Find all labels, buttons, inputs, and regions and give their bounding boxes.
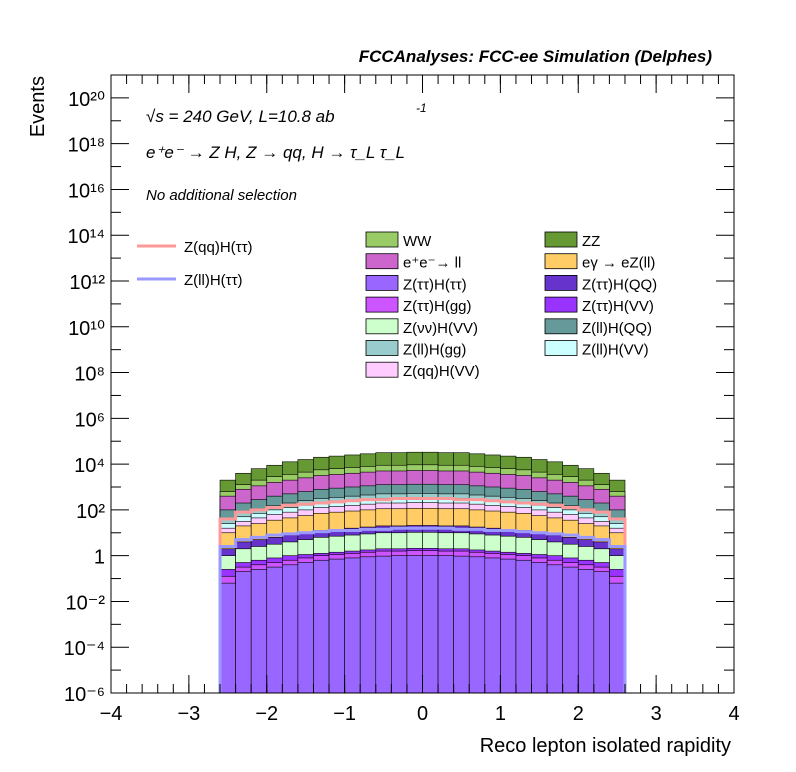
- bar: [297, 562, 314, 694]
- bar: [453, 555, 470, 694]
- axes: −4 −3 −2 −1 0 1 2 3 4 10⁻⁶ 10⁻⁴ 10⁻² 1 10² 10⁴ 10⁶ 10⁸ 10…: [64, 74, 740, 725]
- x-tick-label: 3: [651, 703, 662, 725]
- bar: [282, 564, 299, 694]
- legend-label: Z(ll)H(QQ): [582, 320, 652, 337]
- selection-annotation: No additional selection: [146, 187, 297, 204]
- legend-label: Z(ττ)H(QQ): [582, 276, 657, 293]
- x-tick-label: −4: [100, 703, 123, 725]
- legend-swatch: [365, 361, 399, 378]
- legend-swatch: [544, 296, 578, 313]
- bar: [344, 557, 361, 694]
- energy-text: √s = 240 GeV, L=10.8 ab: [146, 107, 335, 126]
- legend-swatch: [365, 296, 399, 313]
- legend-swatch: [544, 274, 578, 291]
- legend-label: WW: [403, 233, 432, 250]
- legend: WW ZZ e⁺e⁻→ ll eγ → eZ(ll) Z(ττ)H(ττ) Z(ττ)H(…: [137, 231, 657, 380]
- legend-swatch: [544, 318, 578, 335]
- legend-label: eγ → eZ(ll): [582, 255, 655, 272]
- bar: [531, 562, 548, 694]
- process-annotation: e⁺e⁻ → Z H, Z → qq, H → τ_L τ_L: [146, 143, 405, 162]
- y-tick-label: 10¹⁰: [68, 318, 105, 340]
- signal-lines: [218, 496, 627, 693]
- bar: [609, 582, 626, 694]
- legend-label: Z(ττ)H(gg): [403, 298, 472, 315]
- bar: [235, 571, 252, 694]
- legend-label: ZZ: [582, 233, 600, 250]
- energy-exponent: -1: [416, 101, 427, 115]
- legend-label: Z(ll)H(ττ): [184, 272, 243, 289]
- y-tick-label: 10¹⁴: [68, 226, 106, 248]
- legend-label: Z(ττ)H(ττ): [403, 276, 467, 293]
- legend-label: Z(ll)H(VV): [582, 342, 649, 359]
- bar: [375, 555, 392, 694]
- bar: [313, 559, 330, 694]
- bar: [328, 558, 345, 694]
- bar: [250, 569, 268, 694]
- legend-label: e⁺e⁻→ ll: [403, 255, 461, 272]
- bar: [359, 556, 377, 694]
- y-tick-label: 10⁻⁴: [64, 638, 105, 660]
- legend-swatch: [365, 318, 399, 335]
- legend-swatch: [365, 274, 399, 291]
- signal-line-1: [218, 526, 627, 693]
- signal-line-0: [218, 496, 627, 693]
- y-tick-label: 10¹²: [69, 272, 105, 294]
- bar: [562, 566, 579, 694]
- bar: [219, 582, 236, 694]
- x-axis-title: Reco lepton isolated rapidity: [480, 735, 731, 757]
- x-tick-label: 1: [495, 703, 506, 725]
- bar: [406, 555, 423, 694]
- y-axis-title: Events: [27, 76, 49, 137]
- bar: [500, 558, 517, 694]
- legend-label: Z(ll)H(gg): [403, 342, 466, 359]
- legend-swatch: [544, 253, 578, 270]
- y-tick-label: 10¹⁸: [68, 135, 105, 157]
- y-tick-label: 10¹⁶: [68, 180, 105, 202]
- bar: [391, 555, 408, 694]
- legend-swatch: [365, 340, 399, 356]
- x-tick-label: 4: [728, 703, 739, 725]
- legend-label: Z(νν)H(VV): [403, 320, 478, 337]
- legend-swatch: [544, 340, 578, 356]
- bar: [266, 566, 283, 694]
- bar: [468, 556, 486, 694]
- stacked-histogram: [219, 451, 626, 694]
- y-tick-label: 10⁻⁶: [64, 684, 105, 706]
- x-tick-label: 2: [573, 703, 584, 725]
- legend-label: Z(qq)H(ττ): [184, 239, 253, 256]
- x-tick-label: −3: [177, 703, 200, 725]
- y-tick-label: 10⁻²: [66, 592, 106, 614]
- bar: [422, 555, 439, 694]
- bar: [437, 555, 454, 694]
- bar: [546, 564, 563, 694]
- y-tick-label: 10²: [76, 501, 105, 523]
- y-tick-label: 1: [94, 547, 105, 569]
- chart-title: FCCAnalyses: FCC-ee Simulation (Delphes): [359, 47, 713, 66]
- legend-label: Z(ττ)H(VV): [582, 298, 654, 315]
- x-tick-label: −1: [333, 703, 356, 725]
- bar: [515, 559, 532, 694]
- y-tick-label: 10²⁰: [68, 89, 105, 111]
- x-tick-label: −2: [255, 703, 278, 725]
- bar: [593, 571, 610, 694]
- bar: [484, 557, 501, 694]
- bar: [577, 569, 595, 694]
- legend-swatch: [365, 253, 399, 270]
- series-0: [219, 555, 626, 694]
- y-tick-label: 10⁸: [74, 364, 105, 386]
- energy-annotation: √s = 240 GeV, L=10.8 ab: [146, 107, 335, 126]
- legend-swatch: [365, 231, 399, 248]
- legend-swatch: [544, 231, 578, 248]
- y-tick-label: 10⁶: [75, 409, 105, 431]
- x-tick-label: 0: [417, 703, 428, 725]
- y-tick-label: 10⁴: [74, 455, 105, 477]
- legend-label: Z(qq)H(VV): [403, 363, 480, 380]
